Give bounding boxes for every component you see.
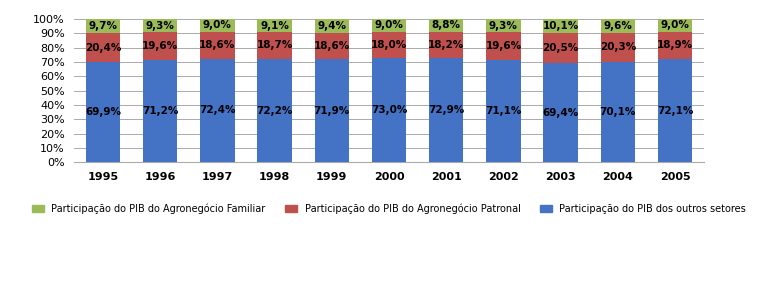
Bar <box>200 59 235 162</box>
Bar <box>314 59 349 162</box>
Text: 9,1%: 9,1% <box>260 21 289 31</box>
Text: 71,1%: 71,1% <box>485 106 521 116</box>
Text: 18,6%: 18,6% <box>199 40 236 50</box>
Legend: Participação do PIB do Agronegócio Familiar, Participação do PIB do Agronegócio : Participação do PIB do Agronegócio Famil… <box>28 199 750 218</box>
Text: 20,3%: 20,3% <box>600 42 636 52</box>
Text: 72,9%: 72,9% <box>428 105 464 115</box>
Bar <box>86 62 121 162</box>
Bar <box>314 33 349 59</box>
Bar <box>200 19 235 32</box>
Bar <box>372 32 406 58</box>
Bar <box>601 19 635 33</box>
Bar <box>543 34 578 63</box>
Bar <box>143 60 177 162</box>
Bar <box>372 58 406 162</box>
Text: 69,4%: 69,4% <box>542 108 579 118</box>
Text: 72,2%: 72,2% <box>257 105 293 116</box>
Bar <box>601 62 635 162</box>
Text: 69,9%: 69,9% <box>85 107 121 117</box>
Text: 18,0%: 18,0% <box>371 40 407 50</box>
Text: 9,0%: 9,0% <box>203 21 232 30</box>
Bar <box>86 19 121 33</box>
Bar <box>143 32 177 60</box>
Text: 9,6%: 9,6% <box>603 21 633 31</box>
Text: 9,7%: 9,7% <box>89 21 117 31</box>
Bar <box>543 19 578 34</box>
Bar <box>429 32 464 58</box>
Text: 9,3%: 9,3% <box>145 21 175 31</box>
Text: 9,0%: 9,0% <box>374 21 404 30</box>
Text: 8,8%: 8,8% <box>432 21 461 30</box>
Bar <box>258 59 292 162</box>
Bar <box>429 58 464 162</box>
Text: 70,1%: 70,1% <box>600 107 636 117</box>
Bar <box>543 63 578 162</box>
Text: 72,1%: 72,1% <box>657 105 693 116</box>
Text: 18,6%: 18,6% <box>314 41 350 51</box>
Text: 71,9%: 71,9% <box>314 106 350 116</box>
Text: 20,4%: 20,4% <box>85 42 121 53</box>
Bar <box>429 19 464 32</box>
Bar <box>258 19 292 32</box>
Text: 20,5%: 20,5% <box>542 43 579 53</box>
Bar <box>143 19 177 32</box>
Text: 9,4%: 9,4% <box>317 21 346 31</box>
Text: 18,2%: 18,2% <box>428 40 464 50</box>
Text: 18,9%: 18,9% <box>657 40 693 51</box>
Bar <box>486 32 520 60</box>
Text: 19,6%: 19,6% <box>142 41 178 51</box>
Text: 19,6%: 19,6% <box>485 41 521 51</box>
Bar <box>314 19 349 33</box>
Bar <box>486 60 520 162</box>
Text: 9,3%: 9,3% <box>489 21 518 31</box>
Text: 9,0%: 9,0% <box>661 21 689 30</box>
Bar <box>601 33 635 62</box>
Bar <box>372 19 406 32</box>
Text: 71,2%: 71,2% <box>142 106 178 116</box>
Text: 72,4%: 72,4% <box>199 105 236 115</box>
Bar <box>657 59 692 162</box>
Bar <box>258 32 292 59</box>
Text: 18,7%: 18,7% <box>257 40 293 51</box>
Bar <box>86 33 121 62</box>
Bar <box>486 19 520 32</box>
Bar <box>657 32 692 59</box>
Bar <box>657 19 692 32</box>
Bar <box>200 32 235 59</box>
Text: 10,1%: 10,1% <box>542 21 579 31</box>
Text: 73,0%: 73,0% <box>371 105 407 115</box>
